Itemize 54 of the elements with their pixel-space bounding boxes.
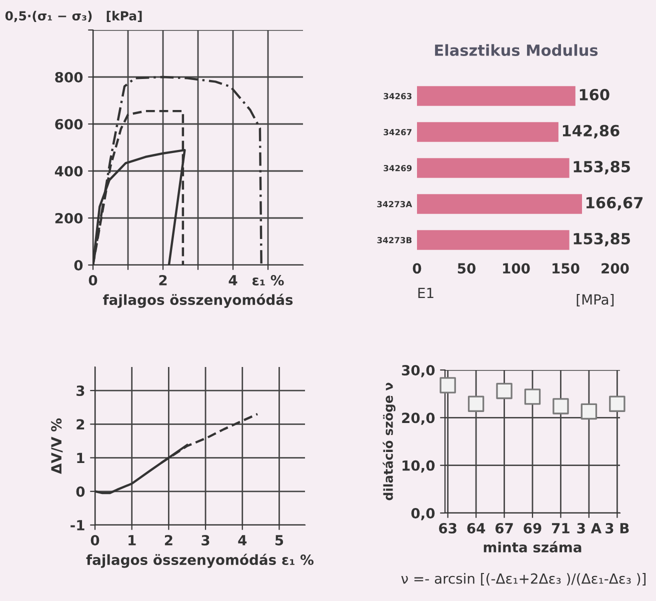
x-tick-label: 5 bbox=[275, 535, 284, 546]
y-tick-label: 34273B bbox=[377, 236, 412, 244]
chart-title: Elasztikus Modulus bbox=[435, 44, 598, 56]
x-axis-title: E1 bbox=[418, 288, 434, 298]
data-label: 166,67 bbox=[586, 196, 643, 210]
data-label: 153,85 bbox=[574, 232, 630, 246]
x-tick-label: 4 bbox=[238, 535, 247, 546]
y-tick-label: 34263 bbox=[384, 92, 412, 100]
y-tick-label: 20,0 bbox=[402, 412, 435, 425]
x-tick-label: 2 bbox=[164, 534, 172, 546]
x-tick-label: 67 bbox=[495, 522, 513, 534]
y-tick-label: 0,0 bbox=[411, 508, 435, 520]
x-tick-label: 100 bbox=[503, 263, 530, 274]
x-tick-label: 0 bbox=[90, 534, 100, 546]
x-tick-label: 4 bbox=[228, 275, 238, 286]
y-tick-label: 1 bbox=[77, 452, 84, 464]
x-tick-label: 3 B bbox=[606, 522, 629, 534]
y-tick-label: 34267 bbox=[384, 128, 412, 136]
x-tick-label: 2 bbox=[159, 274, 167, 286]
y-axis-title: dilatáció szöge ν bbox=[382, 382, 396, 500]
x-tick-label: 50 bbox=[458, 263, 476, 274]
y-tick-label: 34273A bbox=[377, 200, 412, 208]
x-axis-title: fajlagos összenyomódás ε₁ % bbox=[86, 554, 314, 568]
text: [MPa] bbox=[576, 294, 614, 306]
x-tick-label: 71 bbox=[552, 523, 570, 534]
x-tick-label: 0 bbox=[88, 274, 98, 286]
y-axis-title: ΔV/V % bbox=[51, 418, 63, 474]
y-tick-label: 34269 bbox=[384, 164, 412, 172]
y-tick-label: -1 bbox=[70, 520, 84, 530]
y-tick-label: 600 bbox=[55, 118, 83, 130]
y-tick-label: 2 bbox=[76, 419, 84, 430]
x-tick-label: 64 bbox=[467, 522, 486, 534]
x-axis-title: fajlagos összenyomódás bbox=[102, 294, 293, 308]
y-tick-label: 0 bbox=[76, 486, 85, 497]
x-tick-label: 69 bbox=[524, 522, 542, 534]
text: ν =- arcsin [(-Δε₁+2Δε₃ )/(Δε₁-Δε₃ )] bbox=[401, 573, 646, 586]
y-tick-label: 10,0 bbox=[402, 460, 435, 473]
data-label: 142,86 bbox=[562, 124, 620, 138]
y-tick-label: 200 bbox=[55, 212, 83, 224]
x-tick-label: ε₁ % bbox=[252, 274, 284, 286]
x-tick-label: 3 bbox=[202, 534, 210, 546]
x-axis-title: minta száma bbox=[484, 541, 582, 552]
data-label: 160 bbox=[580, 88, 610, 100]
y-tick-label: 800 bbox=[55, 72, 83, 82]
x-tick-label: 63 bbox=[439, 522, 456, 534]
x-tick-label: 200 bbox=[602, 263, 629, 274]
x-tick-label: 150 bbox=[552, 263, 580, 274]
y-tick-label: 30,0 bbox=[402, 364, 435, 378]
data-label: 153,85 bbox=[574, 160, 630, 174]
x-tick-label: 3 A bbox=[577, 522, 602, 534]
y-tick-label: 3 bbox=[76, 386, 84, 396]
y-axis-title: 0,5·(σ₁ − σ₃) [kPa] bbox=[5, 10, 142, 22]
y-tick-label: 400 bbox=[54, 166, 83, 176]
x-tick-label: 1 bbox=[128, 535, 136, 546]
